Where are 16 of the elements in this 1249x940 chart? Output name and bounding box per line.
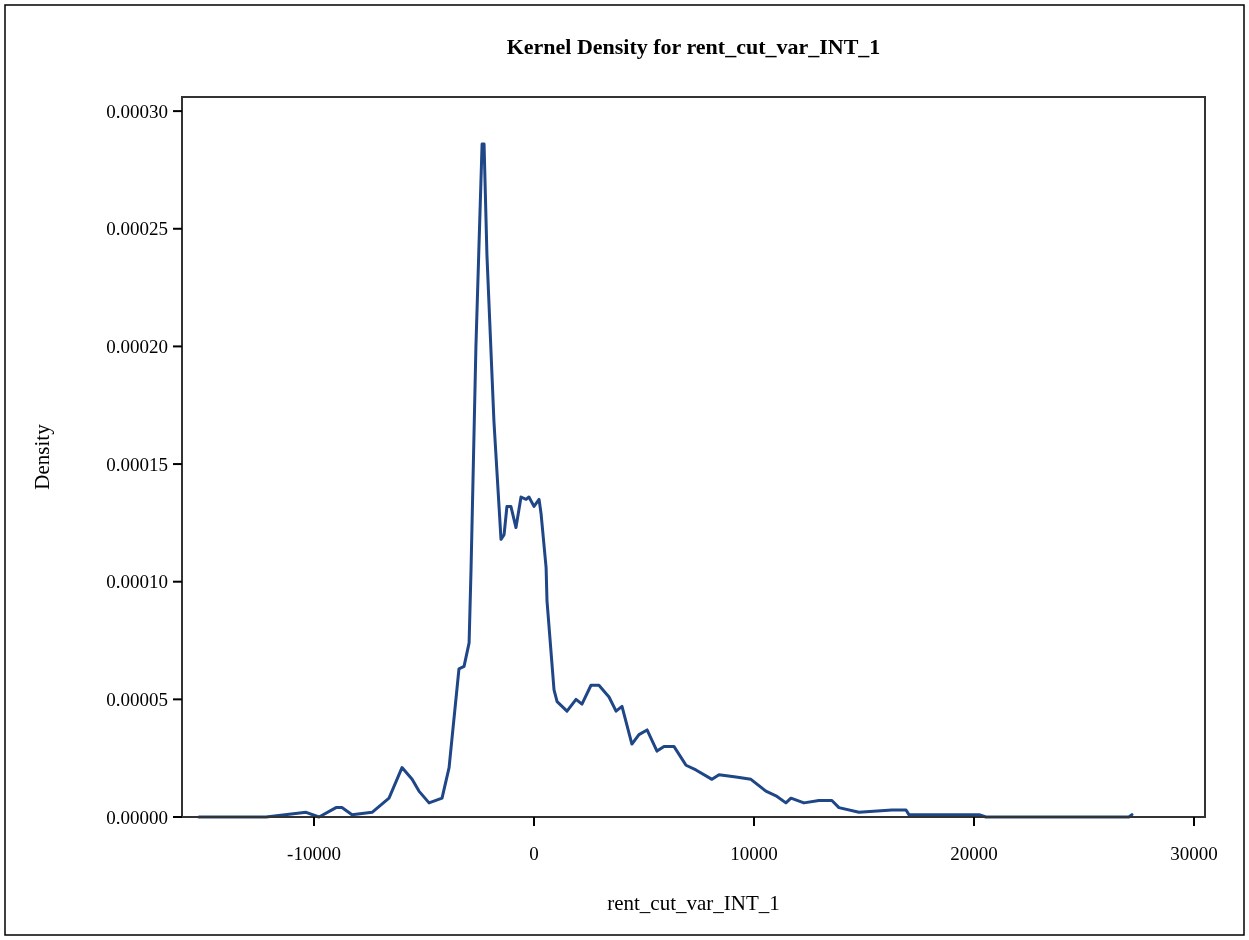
x-tick-label: 10000	[730, 843, 778, 864]
x-axis-title: rent_cut_var_INT_1	[607, 891, 780, 915]
x-tick-label: 30000	[1170, 843, 1218, 864]
line-series	[197, 142, 1134, 819]
y-axis-title: Density	[30, 423, 54, 490]
y-tick-label: 0.00000	[106, 806, 168, 828]
y-tick-label: 0.00005	[106, 689, 168, 710]
y-tick-label: 0.00025	[106, 218, 168, 240]
y-tick-label: 0.00015	[106, 453, 168, 475]
y-tick-label: 0.00010	[106, 571, 168, 593]
x-tick-label: 0	[529, 843, 539, 864]
chart-title: Kernel Density for rent_cut_var_INT_1	[506, 34, 881, 59]
x-tick-label: 20000	[950, 843, 998, 864]
x-tick-label: -10000	[287, 843, 341, 864]
y-tick-label: 0.00030	[106, 100, 168, 122]
y-tick-label: 0.00020	[106, 336, 168, 358]
